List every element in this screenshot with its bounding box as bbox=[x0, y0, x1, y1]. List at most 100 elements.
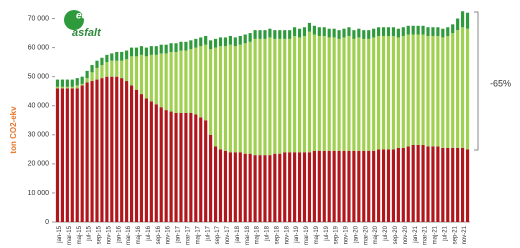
bar-segment bbox=[174, 113, 178, 222]
bar-segment bbox=[357, 37, 361, 151]
bar-segment bbox=[85, 78, 89, 83]
bar-segment bbox=[134, 89, 139, 222]
bar-segment bbox=[75, 88, 79, 222]
y-tick-label: 10 000 bbox=[28, 190, 50, 197]
bar-segment bbox=[312, 150, 316, 222]
bar-segment bbox=[218, 149, 223, 222]
bar-segment bbox=[401, 35, 405, 148]
bar-segment bbox=[144, 98, 148, 222]
bar-segment bbox=[189, 113, 193, 222]
bar-segment bbox=[100, 78, 104, 223]
bar-segment bbox=[268, 28, 272, 38]
x-tick-label: sep-17 bbox=[215, 225, 221, 244]
bar-segment bbox=[105, 54, 109, 63]
x-tick-label: jan-19 bbox=[294, 225, 300, 243]
bar-segment bbox=[288, 38, 292, 153]
bar-segment bbox=[110, 53, 114, 61]
bar-segment bbox=[307, 22, 312, 32]
bar-segment bbox=[129, 85, 134, 223]
bar-segment bbox=[253, 155, 257, 222]
bar-segment bbox=[169, 51, 173, 112]
bar-segment bbox=[367, 150, 371, 222]
bar-segment bbox=[258, 30, 262, 39]
bar-segment bbox=[223, 150, 228, 222]
logo: eco asfalt bbox=[64, 10, 102, 39]
bar-segment bbox=[416, 144, 420, 222]
x-tick-label: nov-18 bbox=[284, 225, 290, 244]
x-tick-label: jul-18 bbox=[265, 225, 271, 241]
bar-segment bbox=[377, 27, 381, 36]
bar-segment bbox=[426, 27, 430, 36]
bar-segment bbox=[105, 76, 109, 223]
bar-segment bbox=[347, 150, 351, 222]
bar-segment bbox=[55, 88, 60, 222]
x-tick-label: mar-17 bbox=[186, 225, 192, 245]
bar-segment bbox=[85, 70, 89, 79]
bar-segment bbox=[144, 47, 148, 57]
bar-segment bbox=[367, 38, 371, 151]
x-tick-label: maj-16 bbox=[136, 225, 142, 244]
bar-segment bbox=[60, 79, 64, 87]
bar-segment bbox=[228, 44, 232, 153]
x-tick-label: mar-15 bbox=[67, 225, 73, 245]
bar-segment bbox=[327, 150, 331, 222]
logo-bottom: asfalt bbox=[72, 27, 102, 39]
bar-segment bbox=[233, 37, 237, 47]
bar-segment bbox=[223, 37, 228, 47]
bar-segment bbox=[381, 27, 386, 36]
bar-segment bbox=[456, 18, 460, 31]
bar-segment bbox=[60, 88, 64, 222]
bar-segment bbox=[80, 83, 84, 86]
bar-segment bbox=[174, 51, 178, 113]
bar-segment bbox=[446, 35, 450, 148]
x-tick-label: jan-20 bbox=[353, 225, 359, 243]
bar-segment bbox=[396, 147, 400, 222]
bar-segment bbox=[332, 150, 336, 222]
bar-segment bbox=[213, 38, 218, 48]
bar-segment bbox=[125, 59, 129, 82]
bar-segment bbox=[209, 134, 213, 222]
bar-segment bbox=[144, 56, 148, 99]
x-tick-label: maj-20 bbox=[373, 225, 379, 244]
x-tick-label: nov-16 bbox=[166, 225, 172, 244]
bar-segment bbox=[120, 78, 124, 223]
bar-segment bbox=[406, 146, 410, 222]
x-tick-label: mar-20 bbox=[363, 225, 369, 245]
bar-segment bbox=[189, 40, 193, 50]
x-tick-label: nov-17 bbox=[225, 225, 231, 244]
bar-segment bbox=[302, 152, 307, 222]
bar-segment bbox=[386, 27, 391, 36]
bar-segment bbox=[263, 38, 267, 156]
x-tick-label: sep-18 bbox=[274, 225, 280, 244]
bar-segment bbox=[357, 150, 361, 222]
bar-segment bbox=[204, 120, 208, 222]
y-tick-label: 0 bbox=[45, 219, 49, 226]
bar-segment bbox=[120, 60, 124, 79]
bar-segment bbox=[391, 35, 396, 150]
bar-segment bbox=[421, 34, 425, 145]
bar-segment bbox=[436, 146, 440, 222]
bar-segment bbox=[70, 86, 74, 89]
bar-segment bbox=[194, 38, 198, 48]
bar-segment bbox=[110, 60, 114, 77]
bar-segment bbox=[342, 37, 346, 151]
bar-segment bbox=[213, 47, 218, 147]
bar-segment bbox=[233, 152, 237, 222]
bar-segment bbox=[273, 30, 277, 39]
bar-segment bbox=[307, 152, 312, 222]
x-tick-label: nov-20 bbox=[403, 225, 409, 244]
bar-segment bbox=[199, 46, 203, 118]
bar-segment bbox=[446, 147, 450, 222]
bar-segment bbox=[199, 117, 203, 222]
x-tick-label: jan-15 bbox=[57, 225, 63, 243]
bar-segment bbox=[139, 46, 144, 55]
bar-segment bbox=[436, 27, 440, 36]
bar-segment bbox=[110, 76, 114, 223]
bar-segment bbox=[134, 47, 139, 57]
bar-segment bbox=[293, 35, 297, 153]
bar-segment bbox=[288, 30, 292, 39]
bar-segment bbox=[461, 11, 465, 28]
annotation: -65% bbox=[490, 78, 511, 88]
bar-segment bbox=[199, 37, 203, 47]
bar-segment bbox=[307, 31, 312, 153]
